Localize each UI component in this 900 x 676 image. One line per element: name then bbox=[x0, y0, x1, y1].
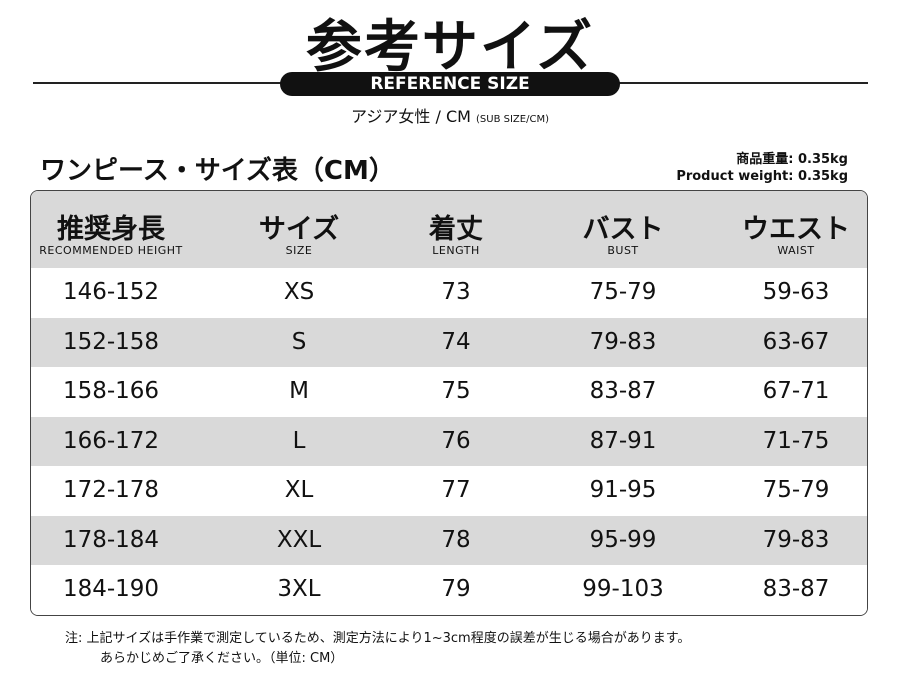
table-cell: 74 bbox=[441, 328, 471, 355]
subtitle: アジア女性 / CM (SUB SIZE/CM) bbox=[0, 103, 900, 127]
table-row: 172-178 XL 77 91-95 75-79 bbox=[31, 466, 867, 516]
table-cell: 99-103 bbox=[582, 576, 664, 603]
table-cell: 79-83 bbox=[762, 526, 830, 553]
table-cell: L bbox=[292, 427, 306, 454]
table-cell: 172-178 bbox=[62, 477, 160, 504]
column-header-en: LENGTH bbox=[432, 244, 480, 257]
table-cell: 91-95 bbox=[589, 477, 657, 504]
table-cell: 78 bbox=[441, 526, 471, 553]
table-cell: 146-152 bbox=[62, 279, 160, 305]
table-cell: 76 bbox=[441, 427, 471, 454]
table-cell: 95-99 bbox=[589, 526, 657, 553]
weight-jp: 商品重量: 0.35kg bbox=[736, 152, 848, 167]
table-cell: 67-71 bbox=[762, 378, 830, 405]
subtitle-small: (SUB SIZE/CM) bbox=[476, 114, 549, 125]
table-cell: 75 bbox=[441, 378, 471, 405]
table-cell: XL bbox=[284, 477, 314, 504]
column-header-en: RECOMMENDED HEIGHT bbox=[39, 244, 183, 257]
size-table: 推奨身長 RECOMMENDED HEIGHT サイズ SIZE 着丈 LENGTH バスト… bbox=[30, 190, 868, 616]
table-cell: 71-75 bbox=[762, 427, 830, 454]
table-title: ワンピース・サイズ表（CM） bbox=[40, 156, 395, 186]
column-header: 推奨身長 bbox=[57, 214, 165, 245]
table-cell: 63-67 bbox=[762, 328, 830, 355]
column-header-en: BUST bbox=[607, 244, 639, 257]
table-cell: 79-83 bbox=[589, 328, 657, 355]
note: 注: 上記サイズは手作業で測定しているため、測定方法により1~3cm程度の誤差が… bbox=[65, 631, 691, 646]
table-cell: 75-79 bbox=[762, 477, 830, 504]
table-cell: 59-63 bbox=[762, 279, 830, 305]
note: あらかじめご了承ください。（単位: CM） bbox=[100, 651, 344, 666]
table-cell: 83-87 bbox=[589, 378, 657, 405]
column-header: サイズ bbox=[258, 214, 340, 245]
table-cell: 75-79 bbox=[589, 279, 657, 305]
table-cell: S bbox=[291, 328, 307, 355]
table-cell: 178-184 bbox=[62, 526, 160, 553]
table-cell: 79 bbox=[441, 576, 471, 603]
column-header-en: WAIST bbox=[777, 244, 815, 257]
table-cell: 3XL bbox=[277, 576, 321, 603]
table-cell: 83-87 bbox=[762, 576, 830, 603]
subtitle-main: アジア女性 / CM bbox=[351, 107, 471, 126]
table-row: 178-184 XXL 78 95-99 79-83 bbox=[31, 515, 867, 566]
table-cell: XS bbox=[283, 279, 315, 305]
table-cell: XXL bbox=[276, 526, 322, 553]
column-header-en: SIZE bbox=[285, 244, 313, 257]
weight-en: Product weight: 0.35kg bbox=[676, 169, 848, 184]
table-cell: M bbox=[289, 378, 309, 405]
table-row: 146-152 XS 73 75-79 59-63 bbox=[31, 268, 867, 318]
column-header: 着丈 bbox=[429, 214, 483, 245]
table-cell: 77 bbox=[441, 477, 471, 504]
table-cell: 166-172 bbox=[62, 427, 160, 454]
table-cell: 158-166 bbox=[62, 378, 160, 405]
table-row: 166-172 L 76 87-91 71-75 bbox=[31, 416, 867, 467]
column-header: バスト bbox=[582, 214, 664, 245]
table-row: 152-158 S 74 79-83 63-67 bbox=[31, 317, 867, 368]
title: 参考サイズ bbox=[305, 15, 595, 80]
table-cell: 87-91 bbox=[589, 427, 657, 454]
table-row: 184-190 3XL 79 99-103 83-87 bbox=[31, 565, 867, 615]
column-header: ウエスト bbox=[742, 214, 850, 245]
table-cell: 152-158 bbox=[62, 328, 160, 355]
table-cell: 184-190 bbox=[62, 576, 160, 603]
table-cell: 73 bbox=[441, 279, 471, 305]
table-row: 158-166 M 75 83-87 67-71 bbox=[31, 367, 867, 417]
badge: REFERENCE SIZE bbox=[280, 72, 620, 96]
header-row: 推奨身長 RECOMMENDED HEIGHT サイズ SIZE 着丈 LENGTH バスト… bbox=[31, 191, 867, 268]
